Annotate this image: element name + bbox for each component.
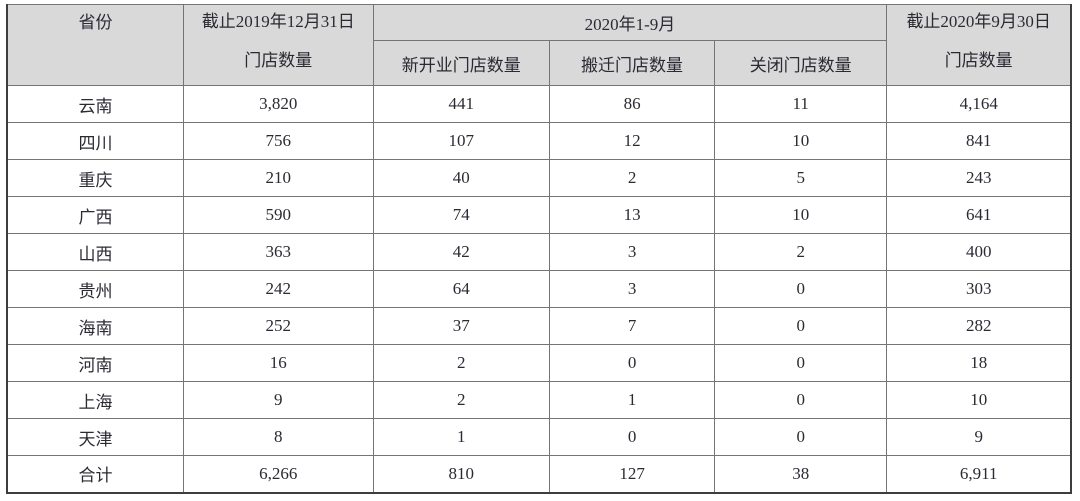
cell-new-open: 64 bbox=[372, 270, 551, 308]
cell-new-open: 1 bbox=[372, 418, 551, 456]
cell-stores-2019: 252 bbox=[183, 307, 374, 345]
table-row: 四川 756 107 12 10 841 bbox=[6, 122, 1072, 160]
table-row: 天津 8 1 0 0 9 bbox=[6, 418, 1072, 456]
cell-relocated: 3 bbox=[549, 270, 716, 308]
cell-stores-2020: 6,911 bbox=[886, 455, 1072, 493]
cell-stores-2019: 3,820 bbox=[183, 85, 374, 123]
header-stores-2020-line2: 门店数量 bbox=[944, 51, 1013, 70]
table-row: 广西 590 74 13 10 641 bbox=[6, 196, 1072, 234]
table-row: 河南 16 2 0 0 18 bbox=[6, 344, 1072, 382]
header-stores-2019-line1: 截止2019年12月31日 bbox=[201, 12, 355, 31]
cell-new-open: 2 bbox=[372, 381, 551, 419]
header-row-sub: 新开业门店数量 搬迁门店数量 关闭门店数量 bbox=[7, 40, 1071, 86]
cell-stores-2020: 282 bbox=[886, 307, 1072, 345]
cell-stores-2020: 303 bbox=[886, 270, 1072, 308]
cell-new-open: 441 bbox=[372, 85, 551, 123]
table-row: 重庆 210 40 2 5 243 bbox=[6, 159, 1072, 197]
cell-closed: 10 bbox=[714, 196, 888, 234]
cell-closed: 5 bbox=[714, 159, 888, 197]
cell-stores-2019: 6,266 bbox=[183, 455, 374, 493]
header-stores-2019-line2: 门店数量 bbox=[244, 51, 313, 70]
cell-closed: 0 bbox=[714, 270, 888, 308]
cell-stores-2019: 363 bbox=[183, 233, 374, 271]
cell-stores-2019: 242 bbox=[183, 270, 374, 308]
cell-closed: 10 bbox=[714, 122, 888, 160]
cell-new-open: 40 bbox=[372, 159, 551, 197]
cell-province: 云南 bbox=[6, 85, 185, 123]
cell-stores-2019: 210 bbox=[183, 159, 374, 197]
header-closed: 关闭门店数量 bbox=[714, 40, 888, 86]
cell-stores-2019: 590 bbox=[183, 196, 374, 234]
cell-new-open: 810 bbox=[372, 455, 551, 493]
cell-relocated: 1 bbox=[549, 381, 716, 419]
cell-closed: 0 bbox=[714, 307, 888, 345]
cell-relocated: 0 bbox=[549, 418, 716, 456]
header-row-group: 省份 截止2019年12月31日 门店数量 2020年1-9月 截止2020年9… bbox=[6, 3, 1072, 86]
cell-new-open: 37 bbox=[372, 307, 551, 345]
header-stores-2020-line1: 截止2020年9月30日 bbox=[906, 12, 1051, 31]
cell-closed: 0 bbox=[714, 381, 888, 419]
cell-province: 广西 bbox=[6, 196, 185, 234]
cell-closed: 0 bbox=[714, 418, 888, 456]
header-province-label: 省份 bbox=[78, 13, 113, 32]
table-body: 云南 3,820 441 86 11 4,164 四川 756 107 12 1… bbox=[6, 85, 1072, 493]
cell-province: 天津 bbox=[6, 418, 185, 456]
cell-province: 河南 bbox=[6, 344, 185, 382]
table-row: 贵州 242 64 3 0 303 bbox=[6, 270, 1072, 308]
header-province: 省份 bbox=[6, 4, 185, 86]
header-relocated: 搬迁门店数量 bbox=[549, 40, 716, 86]
cell-stores-2019: 9 bbox=[183, 381, 374, 419]
store-count-table: 省份 截止2019年12月31日 门店数量 2020年1-9月 截止2020年9… bbox=[6, 3, 1072, 494]
cell-province: 海南 bbox=[6, 307, 185, 345]
cell-stores-2020: 9 bbox=[886, 418, 1072, 456]
cell-stores-2019: 16 bbox=[183, 344, 374, 382]
cell-province: 重庆 bbox=[6, 159, 185, 197]
header-new-open: 新开业门店数量 bbox=[372, 40, 551, 86]
table-header: 省份 截止2019年12月31日 门店数量 2020年1-9月 截止2020年9… bbox=[6, 3, 1072, 86]
cell-relocated: 13 bbox=[549, 196, 716, 234]
table-row: 云南 3,820 441 86 11 4,164 bbox=[6, 85, 1072, 123]
header-stores-2020: 截止2020年9月30日 门店数量 bbox=[886, 4, 1072, 86]
cell-province: 四川 bbox=[6, 122, 185, 160]
cell-relocated: 2 bbox=[549, 159, 716, 197]
cell-relocated: 12 bbox=[549, 122, 716, 160]
cell-stores-2020: 841 bbox=[886, 122, 1072, 160]
cell-stores-2020: 243 bbox=[886, 159, 1072, 197]
cell-stores-2020: 18 bbox=[886, 344, 1072, 382]
cell-stores-2020: 10 bbox=[886, 381, 1072, 419]
cell-relocated: 86 bbox=[549, 85, 716, 123]
cell-relocated: 3 bbox=[549, 233, 716, 271]
cell-stores-2020: 4,164 bbox=[886, 85, 1072, 123]
table-row: 山西 363 42 3 2 400 bbox=[6, 233, 1072, 271]
cell-new-open: 74 bbox=[372, 196, 551, 234]
cell-stores-2020: 641 bbox=[886, 196, 1072, 234]
cell-new-open: 42 bbox=[372, 233, 551, 271]
cell-new-open: 2 bbox=[372, 344, 551, 382]
header-stores-2019: 截止2019年12月31日 门店数量 bbox=[183, 4, 374, 86]
cell-stores-2019: 8 bbox=[183, 418, 374, 456]
cell-relocated: 7 bbox=[549, 307, 716, 345]
cell-province: 贵州 bbox=[6, 270, 185, 308]
table-row: 合计 6,266 810 127 38 6,911 bbox=[6, 455, 1072, 493]
cell-province: 山西 bbox=[6, 233, 185, 271]
table-row: 上海 9 2 1 0 10 bbox=[6, 381, 1072, 419]
cell-closed: 38 bbox=[714, 455, 888, 493]
cell-closed: 2 bbox=[714, 233, 888, 271]
table-row: 海南 252 37 7 0 282 bbox=[6, 307, 1072, 345]
cell-stores-2020: 400 bbox=[886, 233, 1072, 271]
header-group-2020: 2020年1-9月 bbox=[372, 3, 888, 42]
cell-relocated: 127 bbox=[549, 455, 716, 493]
cell-stores-2019: 756 bbox=[183, 122, 374, 160]
cell-province: 上海 bbox=[6, 381, 185, 419]
cell-closed: 0 bbox=[714, 344, 888, 382]
cell-new-open: 107 bbox=[372, 122, 551, 160]
cell-relocated: 0 bbox=[549, 344, 716, 382]
cell-province: 合计 bbox=[6, 455, 185, 493]
cell-closed: 11 bbox=[714, 85, 888, 123]
